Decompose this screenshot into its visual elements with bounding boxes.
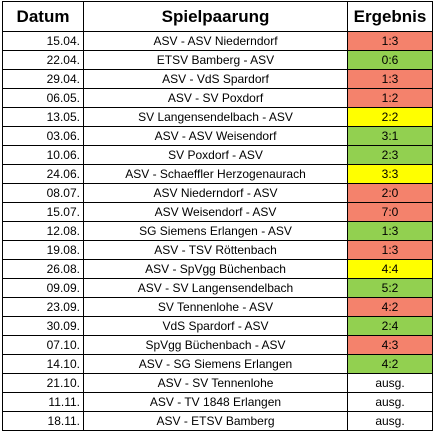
match-date: 10.06. xyxy=(2,145,84,165)
table-row: 12.08. SG Siemens Erlangen - ASV 1:3 xyxy=(2,221,433,241)
match-date: 09.09. xyxy=(2,278,84,298)
match-result: 1:3 xyxy=(347,221,433,241)
match-pairing: ASV - SG Siemens Erlangen xyxy=(83,354,348,374)
table-row: 06.05. ASV - SV Poxdorf 1:2 xyxy=(2,88,433,108)
match-date: 07.10. xyxy=(2,335,84,355)
match-result: 2:3 xyxy=(347,145,433,165)
table-row: 13.05. SV Langensendelbach - ASV 2:2 xyxy=(2,107,433,127)
match-result: 1:3 xyxy=(347,240,433,260)
match-result: 2:0 xyxy=(347,183,433,203)
match-pairing: SV Tennenlohe - ASV xyxy=(83,297,348,317)
match-result: 0:6 xyxy=(347,50,433,70)
match-result: ausg. xyxy=(347,373,433,393)
match-pairing: ASV - ETSV Bamberg xyxy=(83,411,348,431)
match-pairing: ASV - SV Langensendelbach xyxy=(83,278,348,298)
table-row: 14.10. ASV - SG Siemens Erlangen 4:2 xyxy=(2,354,433,374)
table-row: 18.11. ASV - ETSV Bamberg ausg. xyxy=(2,411,433,431)
match-date: 03.06. xyxy=(2,126,84,146)
table-row: 21.10. ASV - SV Tennenlohe ausg. xyxy=(2,373,433,393)
table-row: 26.08. ASV - SpVgg Büchenbach 4:4 xyxy=(2,259,433,279)
match-result: 1:3 xyxy=(347,31,433,51)
match-result: 4:2 xyxy=(347,354,433,374)
match-date: 13.05. xyxy=(2,107,84,127)
match-date: 30.09. xyxy=(2,316,84,336)
match-result: ausg. xyxy=(347,392,433,412)
table-row: 15.07. ASV Weisendorf - ASV 7:0 xyxy=(2,202,433,222)
match-result: 3:1 xyxy=(347,126,433,146)
match-pairing: ASV Niederndorf - ASV xyxy=(83,183,348,203)
match-date: 22.04. xyxy=(2,50,84,70)
results-table: Datum Spielpaarung Ergebnis 15.04. ASV - … xyxy=(2,1,433,431)
table-row: 24.06. ASV - Schaeffler Herzogenaurach 3:3 xyxy=(2,164,433,184)
table-row: 23.09. SV Tennenlohe - ASV 4:2 xyxy=(2,297,433,317)
match-date: 26.08. xyxy=(2,259,84,279)
match-pairing: SpVgg Büchenbach - ASV xyxy=(83,335,348,355)
match-result: ausg. xyxy=(347,411,433,431)
match-result: 7:0 xyxy=(347,202,433,222)
match-pairing: SG Siemens Erlangen - ASV xyxy=(83,221,348,241)
table-row: 22.04. ETSV Bamberg - ASV 0:6 xyxy=(2,50,433,70)
header-match: Spielpaarung xyxy=(83,1,348,32)
match-pairing: ASV - TV 1848 Erlangen xyxy=(83,392,348,412)
match-date: 24.06. xyxy=(2,164,84,184)
match-result: 4:2 xyxy=(347,297,433,317)
match-date: 18.11. xyxy=(2,411,84,431)
header-result: Ergebnis xyxy=(347,1,433,32)
match-pairing: SV Poxdorf - ASV xyxy=(83,145,348,165)
match-date: 08.07. xyxy=(2,183,84,203)
match-pairing: VdS Spardorf - ASV xyxy=(83,316,348,336)
table-row: 10.06. SV Poxdorf - ASV 2:3 xyxy=(2,145,433,165)
match-pairing: ASV - TSV Röttenbach xyxy=(83,240,348,260)
match-result: 4:4 xyxy=(347,259,433,279)
table-row: 08.07. ASV Niederndorf - ASV 2:0 xyxy=(2,183,433,203)
header-row: Datum Spielpaarung Ergebnis xyxy=(2,1,433,32)
match-result: 4:3 xyxy=(347,335,433,355)
table-row: 30.09. VdS Spardorf - ASV 2:4 xyxy=(2,316,433,336)
match-date: 23.09. xyxy=(2,297,84,317)
table-row: 11.11. ASV - TV 1848 Erlangen ausg. xyxy=(2,392,433,412)
table-row: 19.08. ASV - TSV Röttenbach 1:3 xyxy=(2,240,433,260)
match-date: 15.04. xyxy=(2,31,84,51)
match-date: 19.08. xyxy=(2,240,84,260)
match-pairing: ASV - SV Poxdorf xyxy=(83,88,348,108)
match-date: 29.04. xyxy=(2,69,84,89)
table-row: 15.04. ASV - ASV Niederndorf 1:3 xyxy=(2,31,433,51)
match-pairing: SV Langensendelbach - ASV xyxy=(83,107,348,127)
match-date: 06.05. xyxy=(2,88,84,108)
match-pairing: ETSV Bamberg - ASV xyxy=(83,50,348,70)
match-result: 1:3 xyxy=(347,69,433,89)
match-pairing: ASV - Schaeffler Herzogenaurach xyxy=(83,164,348,184)
match-result: 5:2 xyxy=(347,278,433,298)
table-row: 03.06. ASV - ASV Weisendorf 3:1 xyxy=(2,126,433,146)
header-date: Datum xyxy=(2,1,84,32)
match-result: 2:4 xyxy=(347,316,433,336)
match-pairing: ASV - ASV Niederndorf xyxy=(83,31,348,51)
match-pairing: ASV - VdS Spardorf xyxy=(83,69,348,89)
results-body: 15.04. ASV - ASV Niederndorf 1:3 22.04. ETSV… xyxy=(2,31,433,431)
match-date: 15.07. xyxy=(2,202,84,222)
match-result: 3:3 xyxy=(347,164,433,184)
results-table-container: Datum Spielpaarung Ergebnis 15.04. ASV - … xyxy=(2,1,433,431)
match-pairing: ASV - ASV Weisendorf xyxy=(83,126,348,146)
table-row: 09.09. ASV - SV Langensendelbach 5:2 xyxy=(2,278,433,298)
match-date: 21.10. xyxy=(2,373,84,393)
match-pairing: ASV Weisendorf - ASV xyxy=(83,202,348,222)
table-row: 29.04. ASV - VdS Spardorf 1:3 xyxy=(2,69,433,89)
table-row: 07.10. SpVgg Büchenbach - ASV 4:3 xyxy=(2,335,433,355)
match-result: 2:2 xyxy=(347,107,433,127)
match-date: 11.11. xyxy=(2,392,84,412)
match-pairing: ASV - SV Tennenlohe xyxy=(83,373,348,393)
match-date: 14.10. xyxy=(2,354,84,374)
match-result: 1:2 xyxy=(347,88,433,108)
match-pairing: ASV - SpVgg Büchenbach xyxy=(83,259,348,279)
match-date: 12.08. xyxy=(2,221,84,241)
